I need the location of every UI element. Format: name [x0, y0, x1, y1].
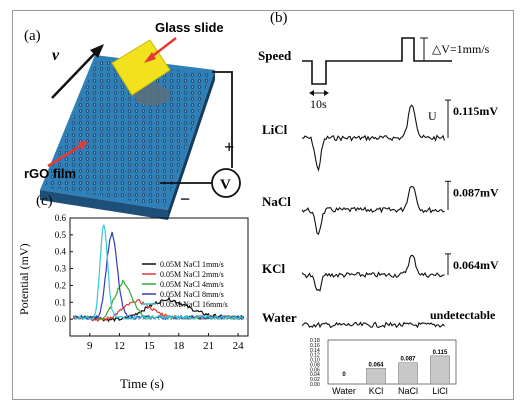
- inset-tick-label: 0.18: [310, 338, 320, 344]
- y-tick-label: 0.4: [55, 247, 67, 257]
- inset-tick-label: 0.00: [310, 382, 320, 388]
- inset-tick-label: 0.12: [310, 353, 320, 359]
- panel-c: (c) 9 12 15 18 21 24 0.0 0.1 0.2 0.3 0.4 0.5 0.6 0.0…: [17, 193, 249, 391]
- legend-entry: 0.05M NaCl 1mm/s: [160, 260, 224, 269]
- inset-tick-label: 0.06: [310, 367, 320, 373]
- line-chart-series: [72, 224, 245, 323]
- inset-bar: [366, 368, 386, 385]
- y-tick-label: 0.6: [55, 213, 67, 223]
- inset-y-ticks: 0.180.160.140.120.100.080.060.040.020.00: [310, 338, 320, 388]
- inset-bars: 0 Water 0.064 KCl 0.087 NaCl 0.115 LiCl: [332, 350, 450, 396]
- amplitude-value: 0.064mV: [453, 258, 499, 272]
- legend-entry: 0.05M NaCl 4mm/s: [160, 280, 224, 289]
- y-tick-label: 0.0: [55, 314, 67, 324]
- delta-v-label: △V=1mm/s: [432, 42, 490, 56]
- trace-label: KCl: [262, 261, 286, 276]
- amplitude-value: 0.115mV: [453, 104, 498, 118]
- inset-bar-value: 0.115: [433, 350, 448, 356]
- legend-entry: 0.05M NaCl 16mm/s: [160, 300, 228, 309]
- panel-c-label: (c): [36, 193, 53, 209]
- inset-tick-label: 0.04: [310, 372, 320, 378]
- trace-nacl: [301, 185, 445, 235]
- velocity-arrowhead: [90, 44, 104, 58]
- circuit-wire-positive: [212, 71, 233, 168]
- glass-slide-pointer-head: [144, 52, 156, 63]
- amplitude-value: undetectable: [430, 308, 496, 322]
- series-line: [72, 224, 245, 321]
- inset-bar-value: 0: [342, 372, 346, 378]
- rgo-film-front: [40, 190, 168, 220]
- inset-tick-label: 0.16: [310, 343, 320, 349]
- trace-group: LiCl 0.115mV NaCl 0.087mV KCl 0.064mV Water und…: [262, 99, 499, 329]
- x-axis-label: Time (s): [120, 376, 164, 391]
- glass-slide-pointer: [149, 37, 177, 59]
- inset-category-label: NaCl: [398, 386, 418, 396]
- x-tick-label: 24: [233, 340, 245, 352]
- line-chart-axes: 9 12 15 18 21 24 0.0 0.1 0.2 0.3 0.4 0.5 0.6: [55, 213, 249, 352]
- x-tick-label: 21: [203, 340, 214, 352]
- inset-category-label: KCl: [369, 386, 384, 396]
- speed-label: Speed: [258, 48, 292, 63]
- film-pointer: [47, 143, 83, 168]
- time-scale-arrow-right: [324, 90, 329, 96]
- y-axis-label: Potential (mV): [17, 243, 31, 315]
- inset-tick-label: 0.02: [310, 377, 320, 383]
- velocity-symbol: v: [52, 47, 60, 64]
- inset-tick-label: 0.14: [310, 348, 320, 354]
- inset-bar-value: 0.087: [400, 357, 416, 363]
- minus-sign: −: [180, 189, 190, 209]
- glass-slide-label: Glass slide: [155, 20, 224, 35]
- droplet: [134, 84, 170, 106]
- voltmeter-symbol: V: [220, 177, 231, 193]
- velocity-arrow-line: [51, 47, 101, 99]
- rgo-film-label: rGO film: [24, 166, 76, 181]
- x-tick-label: 12: [114, 340, 125, 352]
- trace-label: LiCl: [262, 122, 288, 137]
- y-tick-label: 0.1: [55, 297, 66, 307]
- inset-tick-label: 0.10: [310, 358, 320, 364]
- trace-label: NaCl: [262, 194, 291, 209]
- trace-water: [301, 321, 445, 329]
- y-tick-label: 0.2: [55, 280, 66, 290]
- time-scale-arrow-left: [309, 90, 314, 96]
- figure-frame: [12, 10, 514, 400]
- line-chart-legend: 0.05M NaCl 1mm/s0.05M NaCl 2mm/s0.05M Na…: [142, 260, 228, 309]
- inset-bar-chart: 0.180.160.140.120.100.080.060.040.020.00…: [310, 338, 457, 396]
- voltage-scale-symbol: U: [428, 109, 437, 123]
- plus-sign: +: [224, 137, 234, 157]
- inset-tick-label: 0.08: [310, 362, 320, 368]
- inset-bar-value: 0.064: [368, 362, 384, 368]
- panel-b: (b) Speed △V=1mm/s 10s U LiCl 0.115mV NaCl…: [258, 10, 499, 396]
- legend-entry: 0.05M NaCl 2mm/s: [160, 270, 224, 279]
- trace-licl: [301, 104, 446, 172]
- inset-category-label: Water: [332, 386, 356, 396]
- panel-a: (a) v Glass slide: [24, 20, 241, 220]
- trace-kcl: [301, 254, 445, 292]
- inset-bar: [430, 355, 450, 385]
- film-pointer-head: [78, 141, 88, 150]
- voltmeter-icon: [211, 168, 241, 198]
- x-tick-label: 9: [87, 340, 93, 352]
- inset-category-label: LiCl: [432, 386, 448, 396]
- legend-entry: 0.05M NaCl 8mm/s: [160, 290, 224, 299]
- y-tick-label: 0.5: [55, 230, 67, 240]
- time-scale-label: 10s: [310, 97, 327, 111]
- plot-frame: [69, 217, 249, 337]
- panel-a-label: (a): [24, 28, 41, 44]
- x-tick-label: 18: [173, 340, 185, 352]
- x-tick-label: 15: [144, 340, 156, 352]
- y-tick-label: 0.3: [55, 264, 67, 274]
- series-line: [72, 279, 245, 321]
- speed-waveform: [302, 37, 452, 85]
- trace-label: Water: [262, 310, 297, 325]
- panel-b-label: (b): [270, 10, 288, 26]
- amplitude-value: 0.087mV: [453, 185, 499, 199]
- inset-bar: [398, 362, 418, 385]
